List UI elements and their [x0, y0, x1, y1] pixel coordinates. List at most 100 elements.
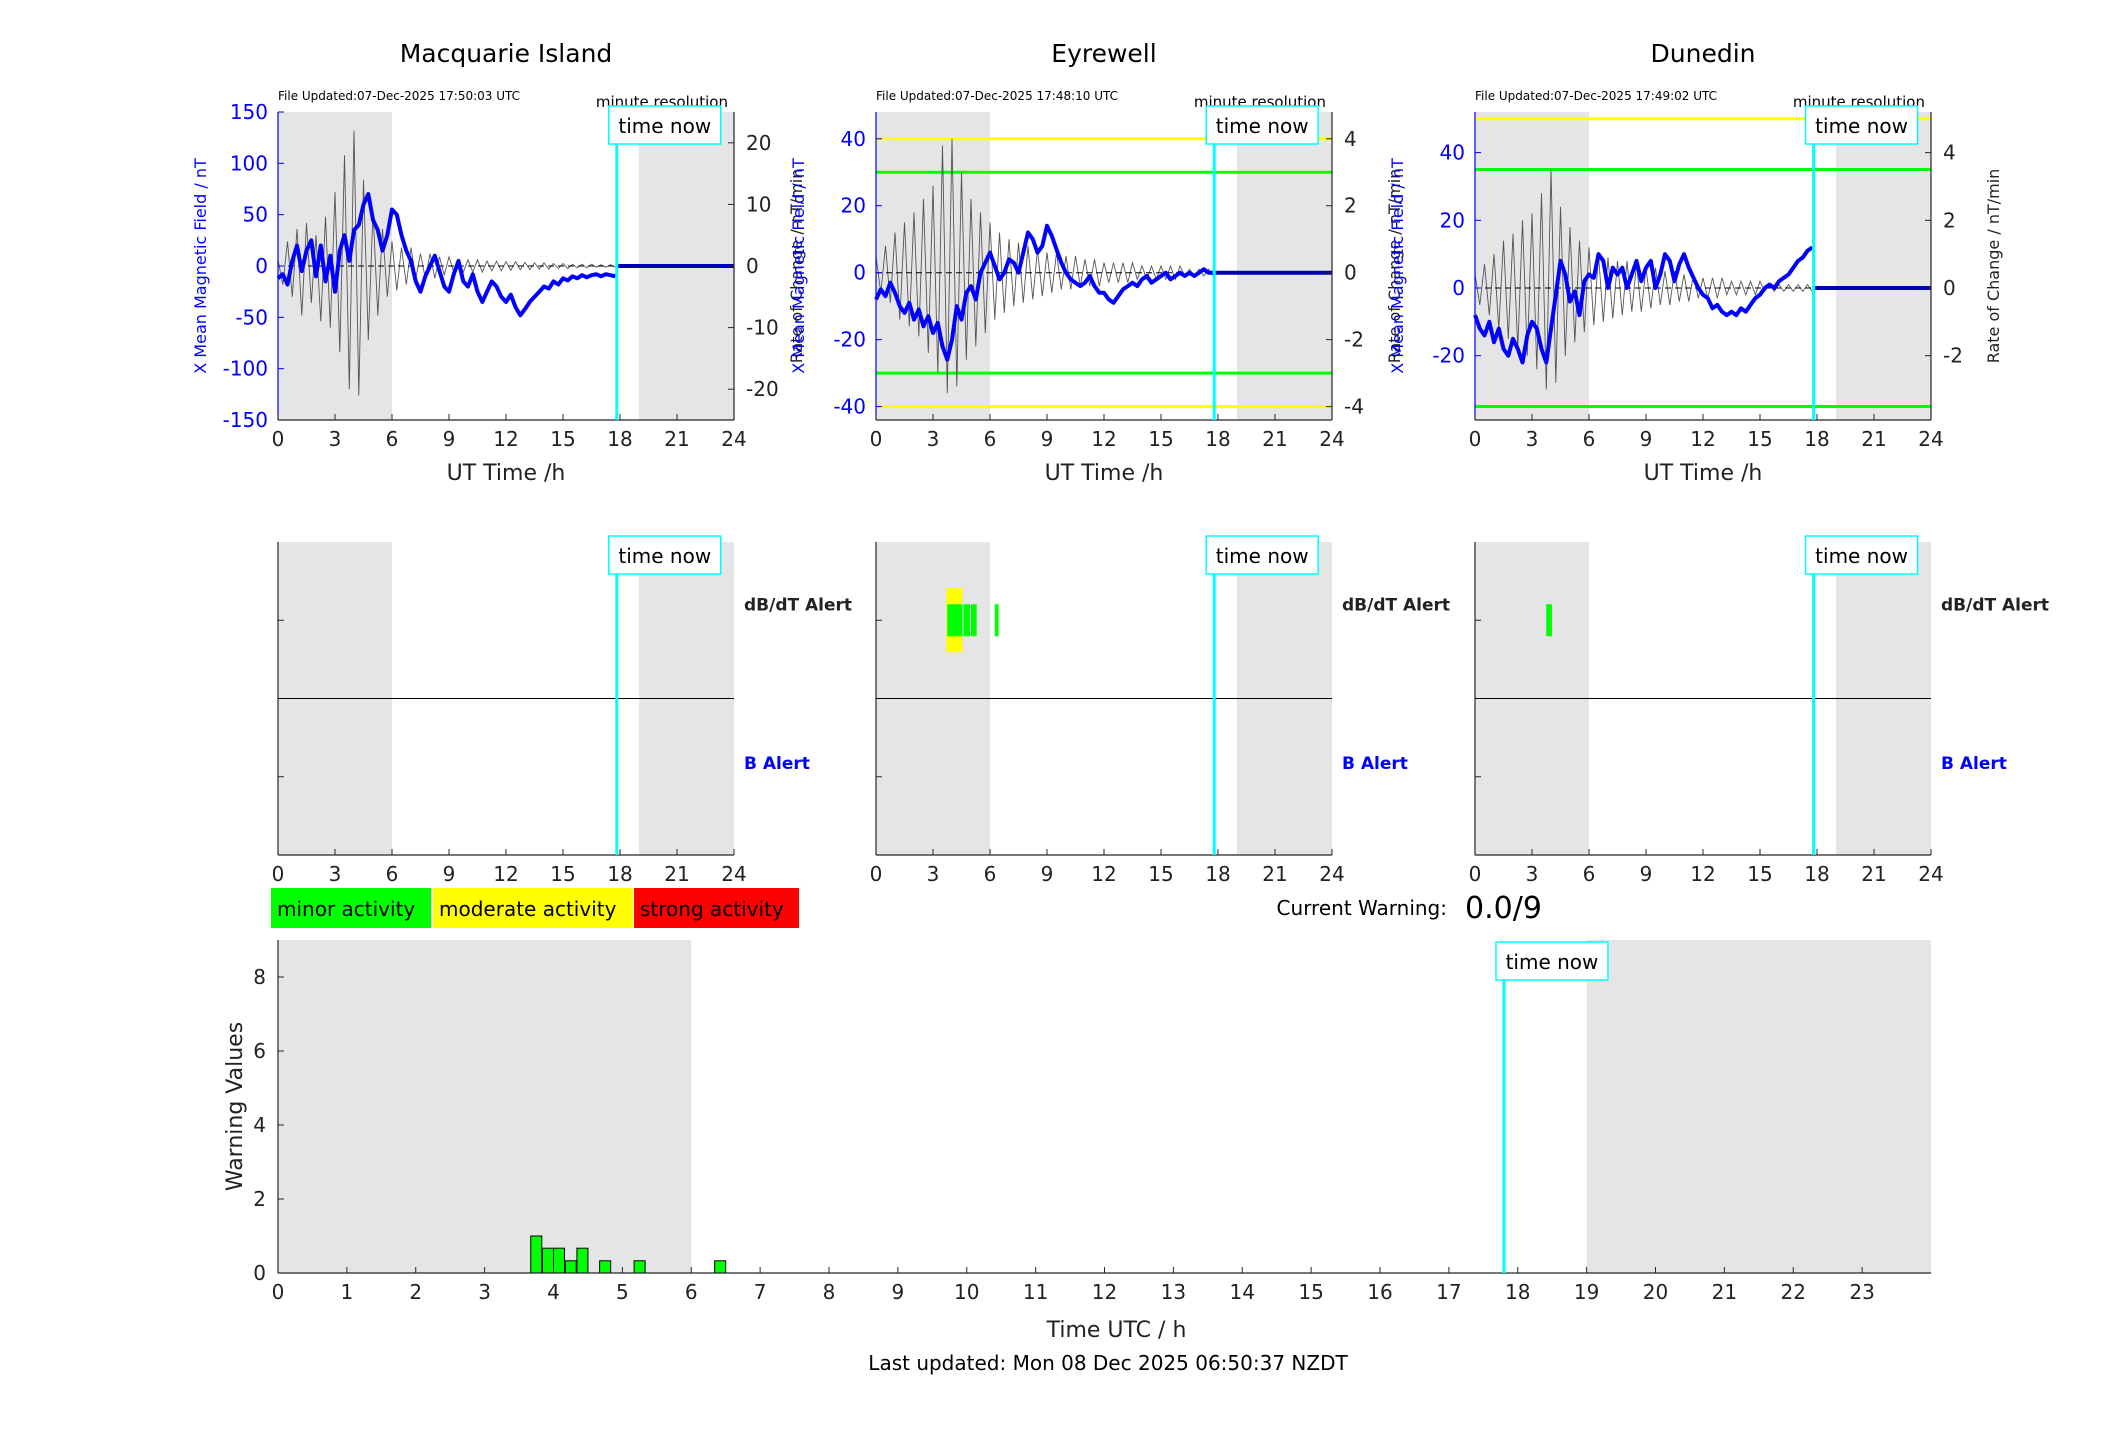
legend-swatch-strong: [634, 888, 799, 928]
y-tick-label: 40: [841, 127, 866, 151]
now-label: time now: [618, 114, 711, 138]
x-tick-label: 12: [1091, 862, 1116, 886]
x-tick-label: 24: [1319, 427, 1344, 451]
x-tick-label: 15: [1148, 427, 1173, 451]
x-tick-label: 1: [341, 1280, 354, 1304]
x-tick-label: 21: [1262, 862, 1287, 886]
dbdt-alert-block: [971, 604, 977, 637]
warning-bar: [599, 1260, 612, 1274]
x-tick-label: 5: [616, 1280, 629, 1304]
x-tick-label: 3: [1526, 427, 1539, 451]
now-label-box: [1495, 941, 1609, 981]
x-tick-label: 18: [1205, 862, 1230, 886]
x-tick-label: 18: [1804, 427, 1829, 451]
dbdt-alert-block: [963, 604, 971, 637]
warning-bar: [714, 1260, 727, 1274]
mean-field-line: [276, 192, 616, 318]
x-tick-label: 19: [1574, 1280, 1599, 1304]
y-tick-label: 0: [1452, 276, 1465, 300]
x-tick-label: 2: [409, 1280, 422, 1304]
x-tick-label: 9: [1640, 862, 1653, 886]
y-tick-label: -100: [223, 357, 268, 381]
x-tick-label: 18: [607, 427, 632, 451]
alert-panel-2: 0 3 6 9 12 15 18 21 24 dB/dT Alert B Alert time now: [870, 535, 1450, 886]
y-axis-label: X Mean Magnetic Field / nT: [1388, 158, 1407, 374]
x-tick-label: 9: [1041, 862, 1054, 886]
now-label: time now: [1815, 544, 1908, 568]
x-tick-label: 24: [721, 427, 746, 451]
x-tick-label: 11: [1023, 1280, 1048, 1304]
x-tick-label: 3: [478, 1280, 491, 1304]
x-tick-label: 20: [1643, 1280, 1668, 1304]
night-band: [278, 112, 392, 420]
x-axis-label: UT Time /h: [1045, 461, 1164, 486]
now-label: time now: [1216, 114, 1309, 138]
now-label-box: [1804, 535, 1919, 575]
x-tick-label: 9: [892, 1280, 905, 1304]
y-tick-label: 2: [253, 1187, 266, 1211]
x-tick-label: 21: [1861, 427, 1886, 451]
x-tick-label: 15: [550, 427, 575, 451]
alert-panel-3: 0 3 6 9 12 15 18 21 24 dB/dT Alert B Alert time now: [1469, 535, 2049, 886]
x-tick-label: 6: [386, 427, 399, 451]
now-label-box: [1205, 105, 1319, 145]
x-axis-label: Time UTC / h: [1046, 1318, 1187, 1343]
x-tick-label: 12: [493, 862, 518, 886]
x-tick-label: 23: [1849, 1280, 1874, 1304]
field-panel-1: Macquarie Island File Updated:07-Dec-2025…: [191, 39, 806, 486]
warning-bar: [633, 1260, 646, 1274]
x-tick-label: 18: [1804, 862, 1829, 886]
x-tick-label: 15: [1298, 1280, 1323, 1304]
now-label-box: [608, 105, 722, 145]
y-tick-label: 6: [253, 1039, 266, 1063]
x-tick-label: 3: [927, 862, 940, 886]
night-band: [1586, 940, 1931, 1273]
now-label: time now: [618, 544, 711, 568]
y-axis-label: X Mean Magnetic Field / nT: [789, 158, 808, 374]
y-tick-label: 0: [255, 254, 268, 278]
dbdt-alert-label: dB/dT Alert: [1342, 595, 1450, 615]
y2-tick-label: 10: [746, 192, 771, 216]
x-tick-label: 6: [984, 862, 997, 886]
x-tick-label: 4: [547, 1280, 560, 1304]
now-label: time now: [1815, 114, 1908, 138]
night-band: [1475, 112, 1589, 420]
station-title: Dunedin: [1651, 39, 1756, 68]
y-tick-label: 150: [230, 100, 268, 124]
y2-tick-label: 2: [1344, 194, 1357, 218]
y2-tick-label: -2: [1344, 328, 1364, 352]
y-axis-label: X Mean Magnetic Field / nT: [191, 158, 210, 374]
x-tick-label: 12: [493, 427, 518, 451]
y2-tick-label: 0: [1943, 276, 1956, 300]
x-tick-label: 16: [1367, 1280, 1392, 1304]
y2-tick-label: -20: [746, 377, 779, 401]
x-tick-label: 12: [1690, 427, 1715, 451]
y-tick-label: -150: [223, 408, 268, 432]
y2-tick-label: 4: [1943, 141, 1956, 165]
y2-tick-label: -10: [746, 316, 779, 340]
now-label: time now: [1216, 544, 1309, 568]
warning-bar: [553, 1247, 566, 1274]
warning-bar: [541, 1247, 554, 1274]
y2-tick-label: -4: [1344, 395, 1364, 419]
y2-tick-label: 0: [1344, 261, 1357, 285]
y-tick-label: 100: [230, 151, 268, 175]
x-tick-label: 0: [1469, 427, 1482, 451]
x-tick-label: 21: [664, 427, 689, 451]
b-alert-label: B Alert: [1342, 754, 1408, 774]
dbdt-alert-block: [1546, 604, 1552, 637]
y2-tick-label: -2: [1943, 344, 1963, 368]
y-tick-label: 50: [243, 203, 268, 227]
y2-tick-label: 20: [746, 131, 771, 155]
night-band: [1237, 112, 1332, 420]
x-tick-label: 13: [1161, 1280, 1186, 1304]
x-tick-label: 21: [1712, 1280, 1737, 1304]
x-tick-label: 8: [823, 1280, 836, 1304]
x-tick-label: 0: [272, 862, 285, 886]
x-tick-label: 15: [550, 862, 575, 886]
legend-label-minor: minor activity: [277, 897, 415, 921]
y-tick-label: -50: [235, 305, 268, 329]
x-tick-label: 6: [1583, 427, 1596, 451]
